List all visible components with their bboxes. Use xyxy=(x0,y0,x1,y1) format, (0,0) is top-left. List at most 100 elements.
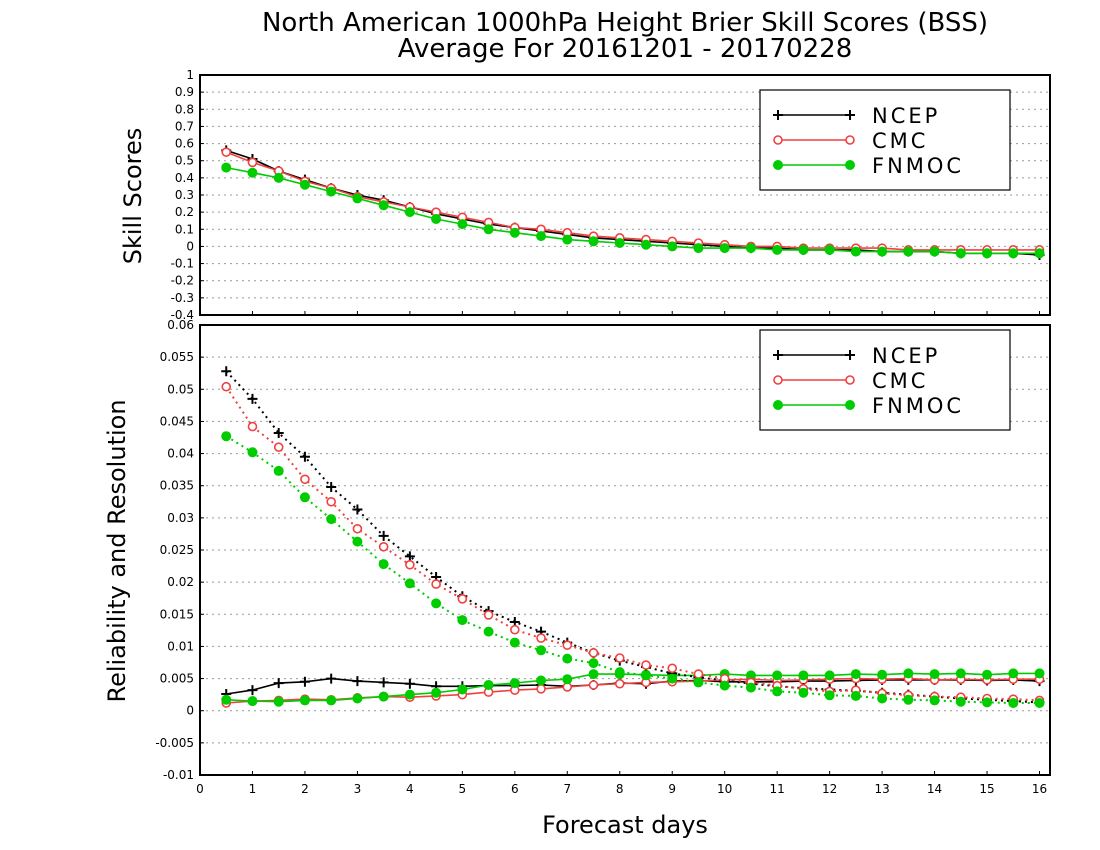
bottom-panel-resolution-cmc-point xyxy=(300,474,310,485)
bottom-panel-reliability-fnmoc-point xyxy=(536,675,547,686)
bottom-panel-reliability-ncep-series xyxy=(221,673,1045,699)
bottom-panel-y-tick-label: 0.04 xyxy=(167,447,194,461)
bottom-panel-resolution-fnmoc-point xyxy=(378,559,389,570)
bottom-panel-reliability-ncep-point xyxy=(352,676,363,687)
x-axis-label: Forecast days xyxy=(542,811,708,839)
bottom-panel-resolution-fnmoc-point xyxy=(640,670,651,681)
bottom-panel-y-tick-label: 0.005 xyxy=(160,672,194,686)
top-panel-bss-fnmoc-point xyxy=(640,239,651,250)
bottom-panel-reliability-fnmoc-point xyxy=(326,695,337,706)
top-panel-bss-fnmoc-point xyxy=(457,219,468,230)
bottom-panel-resolution-ncep-point xyxy=(273,428,284,438)
top-panel-plot-frame xyxy=(199,74,1051,316)
top-panel-bss-fnmoc-point xyxy=(509,227,520,238)
top-panel-bss-fnmoc-point xyxy=(982,248,993,259)
bottom-panel-resolution-cmc-point xyxy=(431,579,441,589)
top-panel-bss-fnmoc-point xyxy=(824,244,835,255)
bottom-panel-reliability-ncep-point xyxy=(404,678,415,689)
x-tick-label: 12 xyxy=(822,782,837,796)
bottom-panel-reliability-fnmoc-point xyxy=(562,674,573,685)
top-panel-bss-fnmoc-point xyxy=(667,241,678,252)
top-panel-legend-marker-cmc xyxy=(845,135,855,145)
bottom-panel-reliability-fnmoc-point xyxy=(299,695,310,706)
top-panel-bss-fnmoc-point xyxy=(929,246,940,257)
top-panel-bss-fnmoc-point xyxy=(562,234,573,245)
bottom-panel-y-tick-label: 0.03 xyxy=(167,511,194,525)
top-panel-bss-fnmoc-point xyxy=(352,193,363,204)
top-panel-bss-fnmoc-point xyxy=(247,167,258,178)
bottom-panel-resolution-fnmoc-point xyxy=(562,653,573,664)
bottom-panel-resolution-cmc-point xyxy=(641,660,651,670)
bottom-panel-reliability-ncep-point xyxy=(326,673,337,684)
bottom-panel-resolution-cmc-point xyxy=(667,663,678,674)
bottom-panel-resolution-fnmoc-point xyxy=(273,465,284,476)
bottom-panel-reliability-fnmoc-point xyxy=(798,670,809,681)
bottom-panel-y-tick-label: 0.01 xyxy=(167,639,194,653)
bottom-panel-plot-frame xyxy=(199,324,1051,776)
bottom-panel-resolution-fnmoc-point xyxy=(431,598,442,609)
bottom-panel-reliability-fnmoc-point xyxy=(1034,668,1045,679)
top-panel-y-tick-label: 1 xyxy=(186,68,194,82)
bottom-panel-resolution-fnmoc-point xyxy=(352,536,363,547)
x-tick-label: 16 xyxy=(1032,782,1047,796)
bottom-panel-reliability-ncep-point xyxy=(247,685,258,696)
bottom-panel-reliability-fnmoc-point xyxy=(404,689,415,700)
top-panel-bss-fnmoc-series xyxy=(221,162,1045,259)
top-panel-bss-fnmoc-point xyxy=(1034,248,1045,259)
x-tick-label: 7 xyxy=(563,782,571,796)
top-panel-bss-fnmoc-point xyxy=(955,248,966,259)
top-panel-bss-fnmoc-point xyxy=(299,179,310,190)
top-panel-bss-fnmoc-point xyxy=(745,243,756,254)
bottom-panel-resolution-cmc-point xyxy=(378,541,389,552)
top-panel-bss-fnmoc-point xyxy=(588,236,599,247)
bottom-panel-resolution-fnmoc-point xyxy=(929,695,940,706)
bottom-panel-resolution-fnmoc-point xyxy=(588,658,599,669)
bottom-panel-reliability-fnmoc-point xyxy=(483,680,494,690)
bottom-panel-reliability-fnmoc-point xyxy=(955,668,966,679)
top-panel-bss-fnmoc-point xyxy=(483,224,494,235)
top-panel-y-tick-label: -0.2 xyxy=(171,274,194,288)
x-tick-label: 9 xyxy=(668,782,676,796)
bottom-panel-reliability-ncep-point xyxy=(299,676,310,687)
bottom-panel-reliability-fnmoc-point xyxy=(850,669,861,680)
top-panel-bss-fnmoc-point xyxy=(1008,248,1019,259)
bottom-panel-resolution-fnmoc-point xyxy=(404,578,415,589)
bottom-panel-reliability-cmc-point xyxy=(588,680,599,690)
top-panel-bss-fnmoc-point xyxy=(877,246,888,257)
top-panel-bss-fnmoc-point xyxy=(273,172,284,183)
top-panel-legend-label-ncep: NCEP xyxy=(872,104,940,128)
top-panel-bss-fnmoc-point xyxy=(614,238,625,248)
bottom-panel-resolution-fnmoc-point xyxy=(299,492,310,503)
top-panel-legend-marker-cmc xyxy=(773,135,783,145)
top-panel-y-tick-label: 0.1 xyxy=(175,222,194,236)
bottom-panel-resolution-fnmoc-point xyxy=(719,680,730,691)
x-tick-label: 10 xyxy=(717,782,732,796)
top-panel-bss-fnmoc-point xyxy=(719,243,730,254)
top-panel-legend-marker-fnmoc xyxy=(773,160,783,170)
chart-title-line2: Average For 20161201 - 20170228 xyxy=(398,34,853,64)
bottom-panel-resolution-cmc-point xyxy=(693,669,704,679)
bottom-panel-resolution-fnmoc-point xyxy=(982,697,993,708)
bottom-panel-y-axis-label: Reliability and Resolution xyxy=(103,399,131,702)
bottom-panel-resolution-fnmoc-point xyxy=(1008,698,1019,708)
bottom-panel-resolution-fnmoc-point xyxy=(614,667,625,678)
bottom-panel-resolution-fnmoc-point xyxy=(326,514,337,525)
bottom-panel-y-tick-label: 0.035 xyxy=(160,479,194,493)
bottom-panel-resolution-cmc-point xyxy=(483,610,494,620)
bottom-panel-legend-marker-cmc xyxy=(845,375,855,385)
bottom-panel-resolution-fnmoc-point xyxy=(850,690,861,701)
top-panel-legend-label-cmc: CMC xyxy=(872,129,928,153)
bottom-panel-resolution-fnmoc-line xyxy=(225,435,1040,704)
bottom-panel-resolution-fnmoc-point xyxy=(457,615,468,626)
bottom-panel-resolution-fnmoc-point xyxy=(798,687,809,698)
bottom-panel-resolution-ncep-point xyxy=(221,366,232,377)
bottom-panel-y-tick-label: -0.01 xyxy=(163,768,194,782)
bottom-panel-resolution-cmc-point xyxy=(614,653,625,663)
bottom-panel-reliability-fnmoc-point xyxy=(824,670,835,681)
bottom-panel-reliability-cmc-point xyxy=(536,684,546,694)
top-panel-y-axis-label: Skill Scores xyxy=(119,128,147,265)
top-panel-y-tick-label: 0.4 xyxy=(175,171,194,185)
bottom-panel-resolution-fnmoc-point xyxy=(667,673,678,684)
